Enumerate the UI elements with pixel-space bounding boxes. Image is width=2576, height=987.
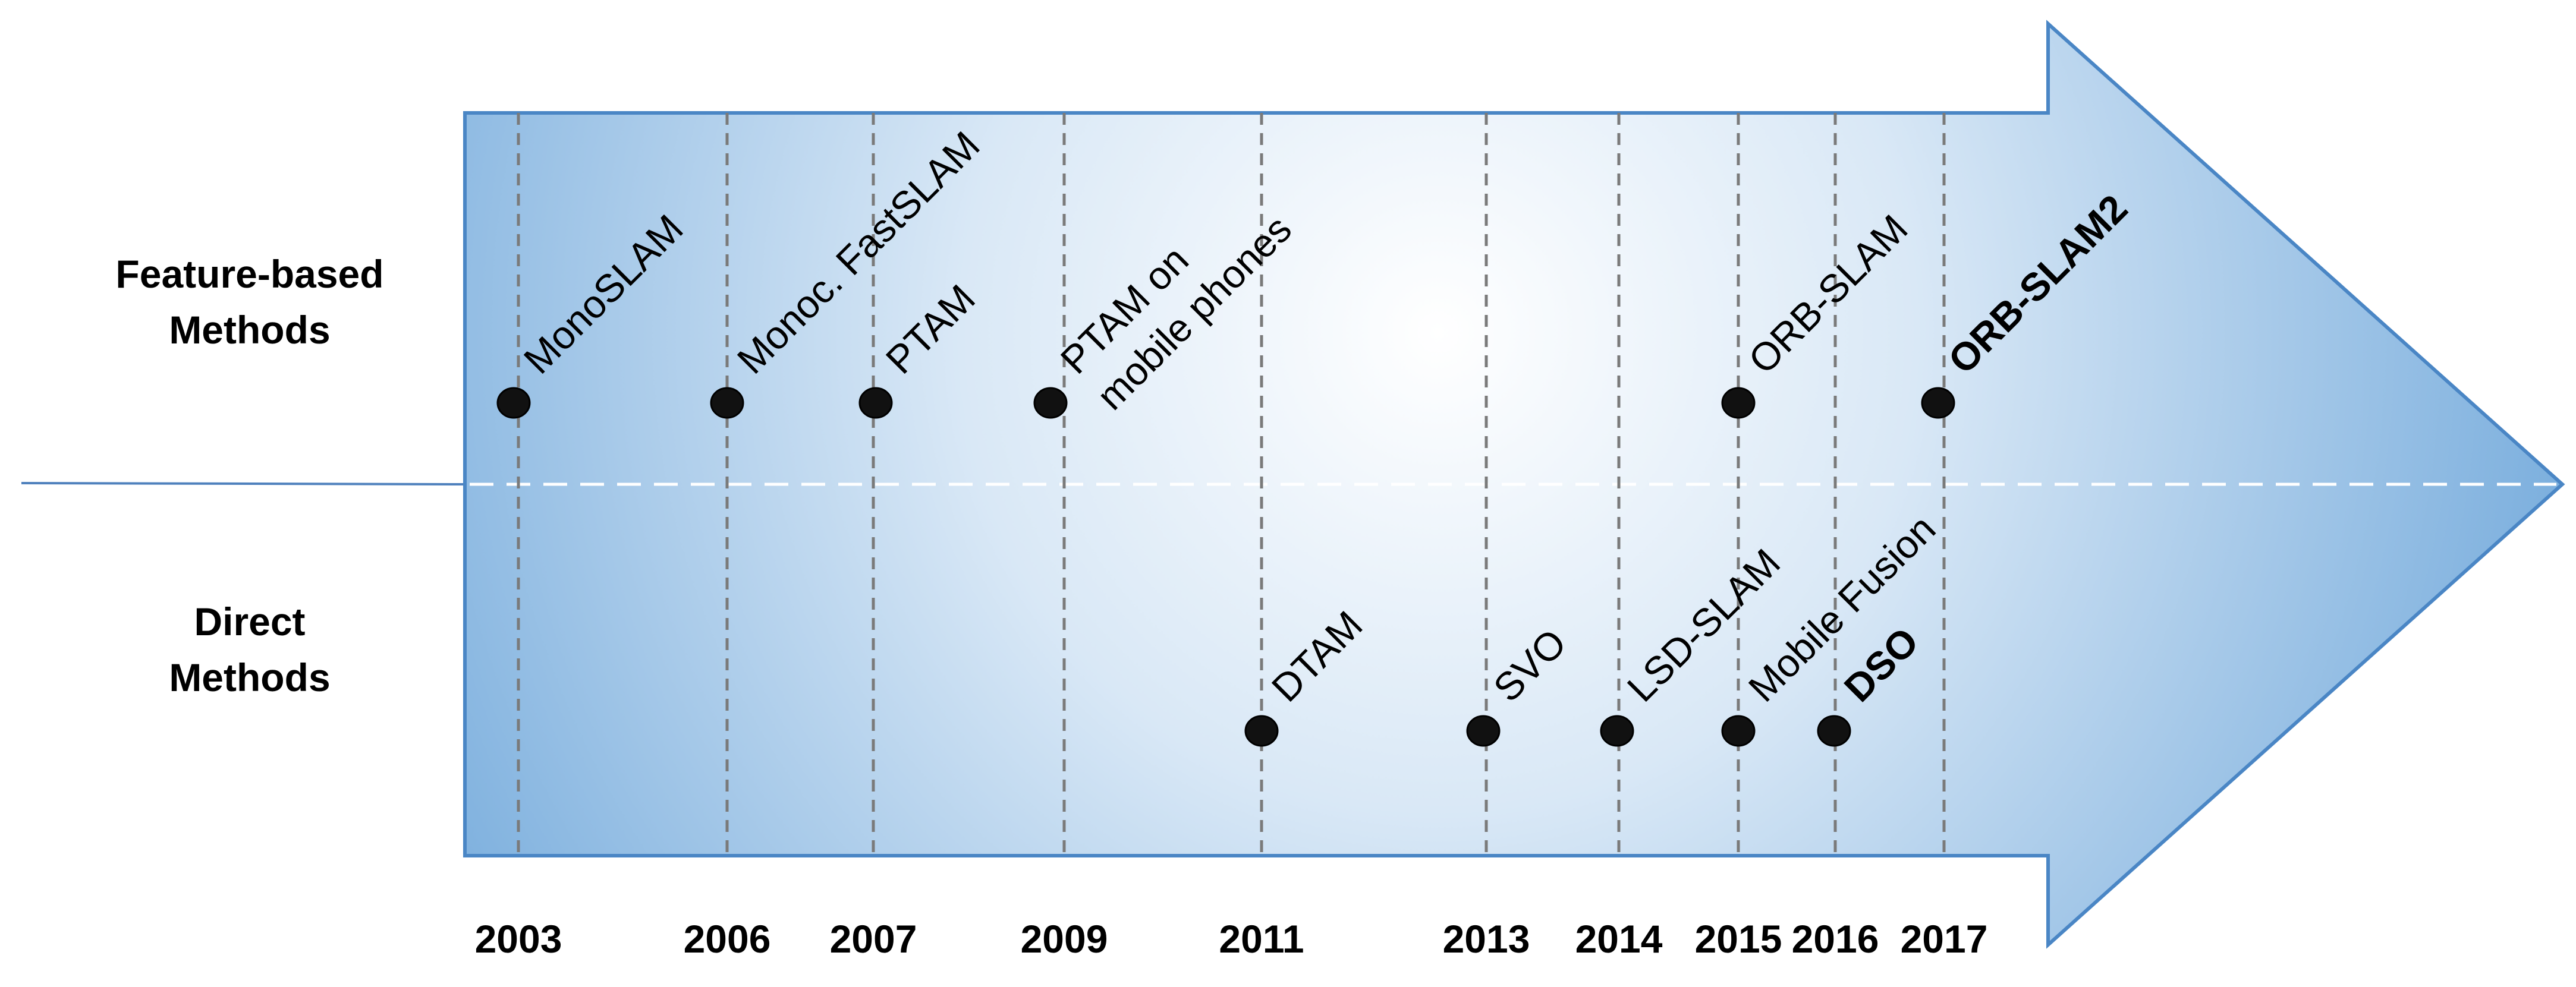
year-label-2015: 2015: [1695, 917, 1782, 961]
direct-marker-2011: [1244, 715, 1279, 747]
feature-marker-2006: [710, 387, 744, 419]
direct-marker-2016: [1817, 715, 1851, 747]
year-label-2016: 2016: [1792, 917, 1879, 961]
year-label-2007: 2007: [830, 917, 917, 961]
feature-row-label-line2: Methods: [169, 308, 331, 352]
direct-marker-2013: [1466, 715, 1501, 747]
year-label-2013: 2013: [1443, 917, 1530, 961]
feature-marker-2017: [1921, 387, 1955, 419]
year-label-2011: 2011: [1219, 917, 1304, 961]
feature-row-label-line1: Feature-based: [115, 252, 384, 296]
year-label-2009: 2009: [1021, 917, 1108, 961]
direct-row-label: Direct Methods: [71, 594, 428, 705]
year-label-2017: 2017: [1901, 917, 1988, 961]
feature-row-label: Feature-based Methods: [71, 246, 428, 358]
feature-marker-2007: [858, 387, 893, 419]
year-axis-labels: 2003 2006 2007 2009 2011 2013 2014 2015 2016 2017: [475, 917, 1988, 961]
feature-marker-2015: [1721, 387, 1756, 419]
direct-marker-2014: [1600, 715, 1634, 747]
year-label-2014: 2014: [1575, 917, 1663, 961]
year-label-2003: 2003: [475, 917, 562, 961]
year-label-2006: 2006: [684, 917, 771, 961]
left-axis-line: [21, 482, 465, 485]
year-gridlines: [517, 113, 1946, 856]
direct-marker-2015: [1721, 715, 1756, 747]
feature-marker-2009: [1033, 387, 1068, 419]
feature-marker-2003: [496, 387, 531, 419]
direct-row-label-line1: Direct: [194, 600, 306, 644]
method-markers: [496, 387, 1955, 747]
direct-row-label-line2: Methods: [169, 655, 331, 699]
